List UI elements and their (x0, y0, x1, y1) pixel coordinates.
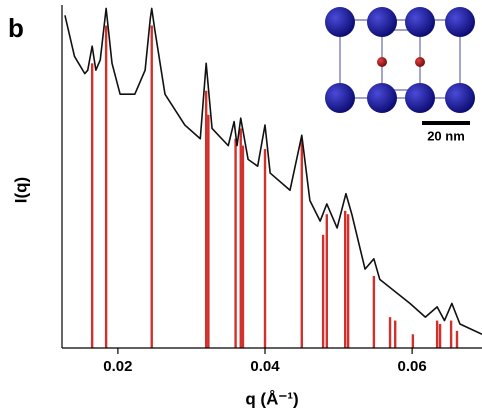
atom (445, 7, 475, 37)
atom (325, 83, 355, 113)
peak-bar (372, 275, 376, 348)
atom (325, 7, 355, 37)
y-axis-label: I(q) (11, 177, 30, 203)
x-axis-label: q (Å⁻¹) (245, 389, 298, 408)
x-tick-label: 0.02 (103, 358, 132, 375)
peak-bar (346, 214, 350, 348)
inset-atoms (325, 7, 475, 113)
peak-bar (321, 234, 325, 348)
peak-bar (388, 317, 392, 348)
peak-bar (104, 25, 108, 349)
small-atom (415, 57, 425, 67)
x-tick-label: 0.04 (250, 358, 280, 375)
peak-bar (435, 320, 439, 348)
peak-bar (343, 210, 347, 348)
atom (367, 7, 397, 37)
data-line (64, 7, 482, 336)
atom (367, 83, 397, 113)
inset (339, 19, 461, 99)
atom (445, 83, 475, 113)
small-atom (377, 57, 387, 67)
peak-bar (394, 320, 397, 348)
peak-bar (204, 90, 208, 348)
peak-bar (150, 25, 153, 349)
peak-bar (438, 323, 442, 348)
x-tick-label: 0.06 (398, 358, 427, 375)
peak-bar (300, 138, 303, 348)
peak-bar (207, 114, 210, 348)
atom (405, 7, 435, 37)
peak-bar (263, 149, 267, 348)
peak-bar (455, 330, 459, 348)
peak-bar (411, 334, 415, 348)
atom (405, 83, 435, 113)
peak-bar (325, 214, 328, 348)
peak-bar (90, 63, 94, 349)
peak-bar (239, 128, 242, 348)
peak-bar (449, 320, 453, 348)
scale-label: 20 nm (427, 128, 465, 143)
panel-label: b (8, 13, 24, 43)
peak-bar (241, 145, 245, 348)
peak-bar (234, 138, 237, 348)
